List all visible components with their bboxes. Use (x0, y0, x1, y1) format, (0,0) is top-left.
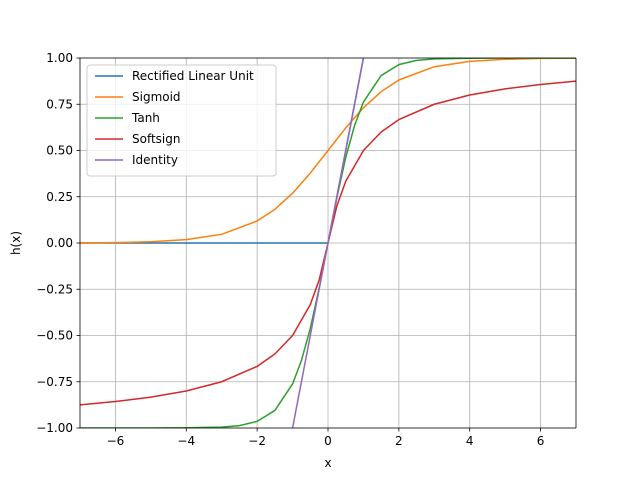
y-axis-ticks: −1.00 −0.75 −0.50 −0.25 0.00 0.25 0.50 0.75 1.00 (36, 51, 80, 435)
y-tick-label-6: 0.50 (46, 144, 73, 158)
legend-label-0: Rectified Linear Unit (132, 69, 254, 83)
y-axis-label: h(x) (9, 231, 23, 255)
x-tick-label-0: −6 (107, 434, 125, 448)
legend-label-2: Tanh (131, 111, 160, 125)
y-tick-label-0: −1.00 (36, 421, 73, 435)
legend-label-3: Softsign (132, 132, 181, 146)
x-tick-label-4: 2 (395, 434, 403, 448)
series-line-1 (80, 58, 576, 244)
y-tick-label-2: −0.50 (36, 329, 73, 343)
y-tick-label-7: 0.75 (46, 97, 73, 111)
x-tick-label-5: 4 (466, 434, 474, 448)
x-tick-label-1: −4 (177, 434, 195, 448)
legend: Rectified Linear Unit Sigmoid Tanh Softsign… (86, 64, 277, 177)
x-tick-label-2: −2 (248, 434, 266, 448)
x-tick-label-6: 6 (537, 434, 545, 448)
legend-label-1: Sigmoid (132, 90, 181, 104)
series-line-4 (291, 58, 365, 428)
y-tick-label-5: 0.25 (46, 190, 73, 204)
series-group (80, 58, 576, 428)
y-tick-label-4: 0.00 (46, 236, 73, 250)
y-tick-label-8: 1.00 (46, 51, 73, 65)
x-tick-label-3: 0 (324, 434, 332, 448)
legend-box (86, 64, 277, 177)
y-tick-label-3: −0.25 (36, 282, 73, 296)
y-tick-label-1: −0.75 (36, 375, 73, 389)
x-axis-ticks: −6 −4 −2 0 2 4 6 (107, 428, 545, 448)
legend-label-4: Identity (132, 153, 178, 167)
x-axis-label: x (324, 456, 331, 470)
